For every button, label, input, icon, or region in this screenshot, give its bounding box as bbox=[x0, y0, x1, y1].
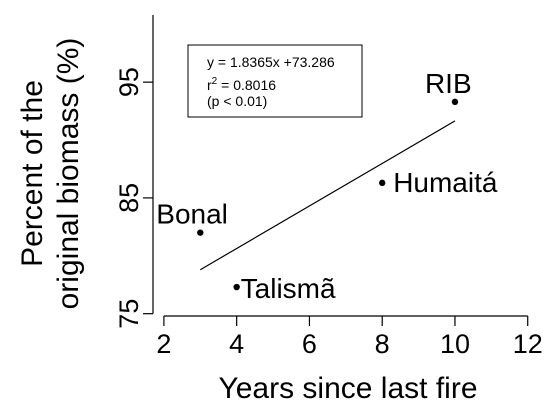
x-axis-title: Years since last fire bbox=[218, 372, 477, 405]
p-value-text: (p < 0.01) bbox=[207, 93, 267, 109]
y-tick-label: 75 bbox=[114, 299, 144, 329]
x-tick-label: 8 bbox=[375, 329, 390, 359]
point-label: RIB bbox=[425, 68, 472, 99]
x-tick-label: 2 bbox=[156, 329, 171, 359]
point-label: Humaitá bbox=[393, 167, 498, 198]
data-point bbox=[197, 229, 204, 236]
y-tick-label: 95 bbox=[114, 67, 144, 97]
data-points: Bonal Talismã Humaitá RIB bbox=[156, 68, 498, 304]
data-point bbox=[233, 283, 240, 291]
x-tick-label: 6 bbox=[302, 329, 317, 359]
x-tick-label: 10 bbox=[440, 329, 470, 359]
y-tick-label: 85 bbox=[114, 183, 144, 213]
plot-frame bbox=[152, 15, 528, 317]
equation-box: y = 1.8365x +73.286 r2 = 0.8016 (p < 0.0… bbox=[187, 44, 363, 118]
x-tick-label: 12 bbox=[513, 329, 543, 359]
data-point bbox=[451, 98, 459, 106]
r-squared-text: r2 = 0.8016 bbox=[207, 76, 276, 93]
x-tick-label: 4 bbox=[229, 329, 244, 359]
regression-line bbox=[199, 120, 456, 271]
x-axis-ticks: 2 4 6 8 10 12 bbox=[156, 316, 543, 359]
y-axis-title-line-2: original biomass (%) bbox=[52, 38, 85, 310]
y-axis-ticks: 75 85 95 bbox=[114, 67, 153, 329]
y-axis-title-line-1: Percent of the bbox=[16, 80, 49, 267]
point-label: Bonal bbox=[156, 199, 228, 230]
data-point bbox=[379, 179, 386, 187]
equation-text: y = 1.8365x +73.286 bbox=[207, 54, 335, 70]
equation-box-frame bbox=[187, 44, 363, 118]
point-label: Talismã bbox=[241, 273, 336, 304]
